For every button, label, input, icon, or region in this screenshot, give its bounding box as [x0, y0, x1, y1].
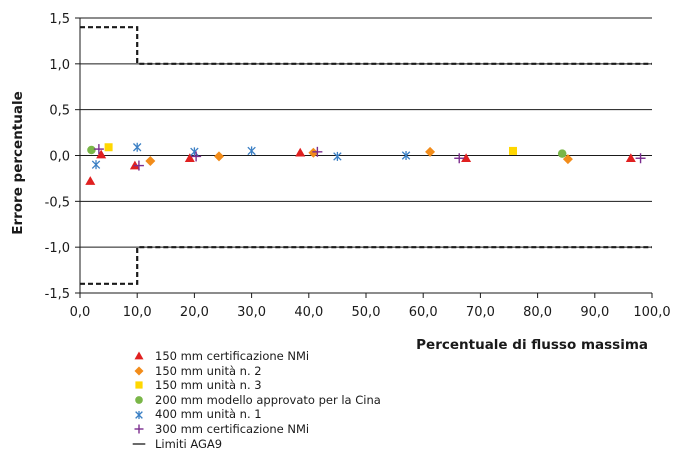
data-point — [132, 142, 142, 152]
data-point — [96, 149, 107, 159]
legend-marker-plus — [134, 424, 144, 434]
data-point — [425, 146, 436, 157]
data-point — [461, 153, 472, 162]
y-tick-label: 1,5 — [49, 12, 70, 27]
data-point — [401, 151, 411, 160]
data-point — [509, 146, 518, 155]
data-point — [625, 153, 636, 162]
legend-marker-line — [132, 443, 146, 445]
x-tick-label: 60,0 — [409, 305, 438, 320]
legend-symbol — [135, 396, 143, 404]
aga9-lower-limit — [80, 246, 652, 285]
x-tick-label: 80,0 — [523, 305, 552, 320]
aga9-limit-lines — [80, 26, 652, 285]
data-point — [91, 160, 101, 170]
data-point — [145, 156, 156, 166]
legend-label: Limiti AGA9 — [155, 436, 223, 451]
data-point — [312, 146, 323, 157]
data-point — [295, 147, 306, 157]
data-points — [85, 142, 646, 185]
data-point — [635, 153, 646, 164]
legend-marker-triangle — [134, 351, 144, 360]
x-tick-label: 90,0 — [580, 305, 609, 320]
legend-item: 200 mm modello approvato per la Cina — [132, 393, 381, 408]
y-tick-label: 1,0 — [49, 58, 70, 73]
y-tick-label: 0,5 — [49, 104, 70, 119]
legend-marker-square — [135, 381, 143, 390]
x-tick-label: 20,0 — [180, 305, 209, 320]
y-tick-labels: 1,5 1,0 0,5 0,0 -0,5 -1,0 -1,5 — [45, 12, 70, 302]
legend: 150 mm certificazione NMi 150 mm unità n.… — [132, 349, 381, 451]
x-tick-label: 10,0 — [123, 305, 152, 320]
y-tick-label: -1,5 — [45, 287, 70, 302]
data-point — [562, 154, 573, 165]
aga9-upper-limit — [80, 26, 652, 65]
legend-marker-diamond — [134, 366, 144, 376]
y-axis-title: Errore percentuale — [10, 91, 26, 235]
data-point — [87, 145, 96, 155]
data-point — [133, 160, 144, 171]
legend-symbol — [134, 366, 144, 376]
data-point — [213, 151, 224, 162]
legend-label: 200 mm modello approvato per la Cina — [155, 392, 381, 407]
legend-item: 150 mm unità n. 2 — [132, 364, 381, 379]
legend-label: 150 mm unità n. 2 — [155, 363, 262, 378]
legend-symbol — [134, 424, 144, 434]
x-tick-label: 0,0 — [70, 305, 91, 320]
y-tick-label: 0,0 — [49, 150, 70, 165]
data-point — [308, 147, 319, 158]
legend-label: 400 mm unità n. 1 — [155, 407, 262, 422]
data-point — [104, 143, 113, 152]
data-point — [191, 151, 202, 162]
x-tick-label: 70,0 — [466, 305, 495, 320]
data-point — [85, 176, 96, 185]
data-point — [557, 149, 567, 158]
legend-symbol — [135, 381, 143, 390]
legend-item: 150 mm unità n. 3 — [132, 378, 381, 393]
x-tick-label: 40,0 — [294, 305, 323, 320]
x-tick-labels: 0,0 10,0 20,0 30,0 40,0 50,0 60,0 70,0 80,0 90,0 1… — [70, 305, 671, 320]
legend-label: 150 mm certificazione NMi — [155, 349, 310, 363]
gridlines — [80, 17, 652, 248]
legend-item: 150 mm certificazione NMi — [132, 349, 381, 364]
y-tick-label: -0,5 — [45, 195, 70, 210]
y-tick-label: -1,0 — [45, 241, 70, 256]
data-point — [93, 144, 104, 155]
legend-item: Limiti AGA9 — [132, 437, 381, 452]
x-tick-label: 50,0 — [352, 305, 381, 320]
legend-marker-circle — [135, 396, 143, 404]
data-point — [247, 146, 256, 156]
legend-item: 300 mm certificazione NMi — [132, 422, 381, 437]
axes — [75, 17, 653, 298]
legend-label: 300 mm certificazione NMi — [155, 421, 310, 436]
legend-marker-asterisk — [135, 410, 143, 419]
legend-label: 150 mm unità n. 3 — [155, 378, 262, 393]
data-point — [454, 153, 465, 164]
legend-symbol — [134, 351, 144, 360]
legend-symbol — [135, 410, 143, 419]
data-point — [184, 153, 195, 162]
data-point — [333, 151, 342, 161]
x-tick-label: 30,0 — [237, 305, 266, 320]
x-axis-title: Percentuale di flusso massima — [416, 337, 648, 353]
x-tick-label: 100,0 — [633, 305, 670, 320]
data-point — [190, 147, 199, 157]
legend-item: 400 mm unità n. 1 — [132, 407, 381, 422]
